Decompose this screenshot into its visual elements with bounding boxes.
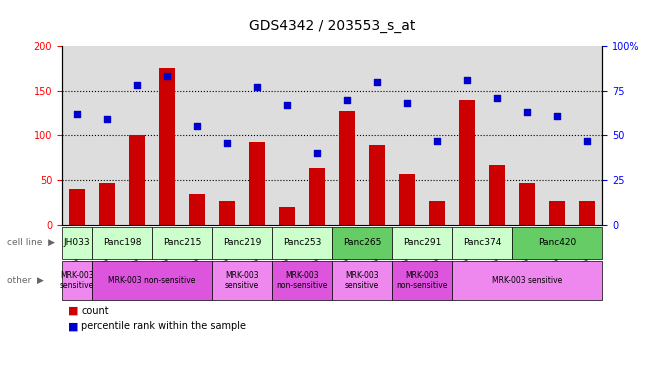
Bar — [219, 202, 235, 225]
Text: count: count — [81, 306, 109, 316]
Text: MRK-003
sensitive: MRK-003 sensitive — [60, 271, 94, 290]
Point — [312, 150, 322, 156]
Bar — [332, 261, 392, 300]
Point — [582, 137, 592, 144]
Bar — [519, 183, 535, 225]
Bar — [212, 227, 272, 259]
Bar — [189, 194, 205, 225]
Point — [462, 77, 473, 83]
Text: Panc374: Panc374 — [463, 238, 501, 247]
Point — [161, 73, 172, 79]
Text: MRK-003 non-sensitive: MRK-003 non-sensitive — [108, 276, 195, 285]
Text: other  ▶: other ▶ — [7, 276, 44, 285]
Point — [342, 97, 352, 103]
Bar — [459, 100, 475, 225]
Bar — [62, 227, 92, 259]
Text: Panc253: Panc253 — [283, 238, 321, 247]
Bar — [212, 261, 272, 300]
Point — [432, 137, 442, 144]
Point — [191, 123, 202, 129]
Text: ■: ■ — [68, 306, 79, 316]
Bar — [579, 202, 596, 225]
Text: Panc291: Panc291 — [403, 238, 441, 247]
Bar — [98, 183, 115, 225]
Bar — [399, 174, 415, 225]
Bar — [368, 145, 385, 225]
Point — [552, 113, 562, 119]
Text: MRK-003
sensitive: MRK-003 sensitive — [345, 271, 379, 290]
Bar — [68, 189, 85, 225]
Bar — [152, 227, 212, 259]
Bar — [489, 165, 505, 225]
Bar — [549, 202, 566, 225]
Point — [372, 79, 382, 85]
Text: GDS4342 / 203553_s_at: GDS4342 / 203553_s_at — [249, 19, 415, 33]
Point — [282, 102, 292, 108]
Text: MRK-003 sensitive: MRK-003 sensitive — [492, 276, 562, 285]
Bar — [452, 261, 602, 300]
Point — [102, 116, 112, 122]
Bar — [92, 261, 212, 300]
Text: Panc265: Panc265 — [343, 238, 381, 247]
Point — [492, 95, 503, 101]
Text: cell line  ▶: cell line ▶ — [7, 238, 55, 247]
Bar — [249, 142, 265, 225]
Bar — [279, 207, 296, 225]
Text: Panc198: Panc198 — [103, 238, 141, 247]
Point — [252, 84, 262, 90]
Text: Panc420: Panc420 — [538, 238, 576, 247]
Bar — [429, 202, 445, 225]
Bar — [392, 227, 452, 259]
Text: MRK-003
non-sensitive: MRK-003 non-sensitive — [396, 271, 448, 290]
Bar — [392, 261, 452, 300]
Text: MRK-003
non-sensitive: MRK-003 non-sensitive — [276, 271, 327, 290]
Point — [402, 100, 412, 106]
Text: ■: ■ — [68, 321, 79, 331]
Text: Panc215: Panc215 — [163, 238, 201, 247]
Bar — [272, 227, 332, 259]
Point — [132, 82, 142, 88]
Bar — [272, 261, 332, 300]
Bar — [309, 167, 326, 225]
Bar — [512, 227, 602, 259]
Text: MRK-003
sensitive: MRK-003 sensitive — [225, 271, 259, 290]
Point — [222, 139, 232, 146]
Text: percentile rank within the sample: percentile rank within the sample — [81, 321, 246, 331]
Point — [72, 111, 82, 117]
Bar — [332, 227, 392, 259]
Bar — [452, 227, 512, 259]
Text: Panc219: Panc219 — [223, 238, 261, 247]
Text: JH033: JH033 — [64, 238, 90, 247]
Bar — [129, 136, 145, 225]
Bar — [62, 261, 92, 300]
Point — [522, 109, 533, 115]
Bar — [159, 68, 175, 225]
Bar — [339, 111, 355, 225]
Bar — [92, 227, 152, 259]
